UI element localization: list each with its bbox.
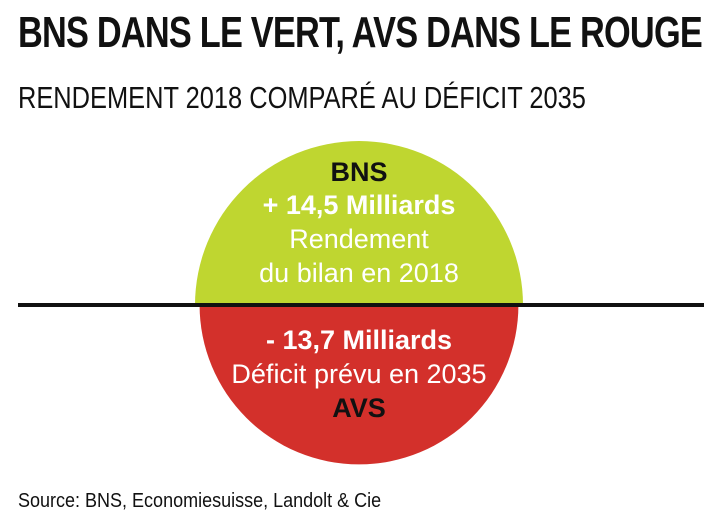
source-note: Source: BNS, Economiesuisse, Landolt & C… (18, 490, 382, 512)
bns-label: BNS (330, 157, 387, 187)
avs-value-label: - 13,7 Milliards (266, 325, 452, 355)
avs-description-line-1: Déficit prévu en 2035 (231, 359, 486, 389)
avs-half-circle (199, 305, 519, 465)
bns-half-circle (195, 141, 523, 305)
bns-description-line-1: Rendement (289, 224, 429, 254)
avs-label: AVS (332, 393, 386, 423)
chart-subtitle: RENDEMENT 2018 COMPARÉ AU DÉFICIT 2035 (18, 80, 586, 115)
bns-description-line-2: du bilan en 2018 (259, 258, 459, 288)
bns-value-label: + 14,5 Milliards (263, 190, 456, 220)
chart-title: BNS DANS LE VERT, AVS DANS LE ROUGE (18, 8, 703, 57)
